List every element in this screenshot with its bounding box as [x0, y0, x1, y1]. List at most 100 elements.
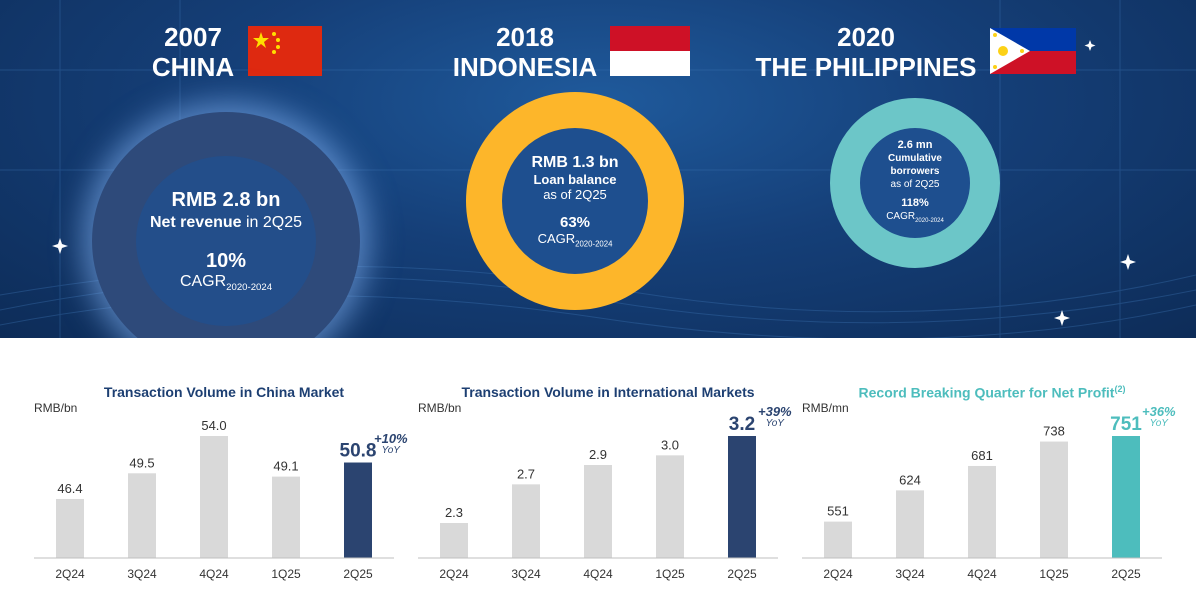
- yoy-change: +36%: [1142, 404, 1176, 419]
- bar-3q24: [128, 473, 156, 558]
- x-tick-label-2q25: 2Q25: [343, 567, 373, 581]
- yoy-annotation: +39% YoY: [758, 404, 792, 430]
- bar-4q24: [584, 465, 612, 558]
- chart-unit: RMB/mn: [802, 401, 849, 415]
- china-net-revenue-label: Net revenue: [149, 213, 242, 231]
- philippines-country: THE PHILIPPINES: [755, 52, 977, 82]
- yoy-label: YoY: [381, 444, 400, 456]
- x-tick-label-2q24: 2Q24: [823, 567, 853, 581]
- data-label-3q24: 2.7: [517, 466, 535, 481]
- hero-banner: 2007 CHINA RMB 2.8 bn Net revenue in 2Q2…: [0, 0, 1196, 338]
- philippines-borrowers-value: 2.6 mn: [897, 138, 933, 151]
- x-tick-label-4q24: 4Q24: [199, 567, 229, 581]
- yoy-change: +10%: [374, 430, 408, 446]
- bar-2q24: [56, 498, 84, 558]
- x-tick-label-1q25: 1Q25: [655, 567, 685, 581]
- yoy-annotation: +36% YoY: [1142, 404, 1176, 430]
- chart-unit: RMB/bn: [418, 401, 462, 415]
- china-year: 2007: [164, 22, 222, 52]
- china-heading: 2007 CHINA: [118, 22, 268, 82]
- x-tick-label-2q25: 2Q25: [1111, 567, 1141, 581]
- yoy-annotation: +10% YoY: [374, 430, 408, 457]
- bar-3q24: [896, 490, 924, 558]
- x-tick-label-3q24: 3Q24: [127, 567, 157, 581]
- chart-title: Record Breaking Quarter for Net Profit(2…: [802, 384, 1182, 401]
- indonesia-cagr-value: 63%: [559, 213, 591, 231]
- china-net-revenue-period: in 2Q25: [241, 213, 303, 231]
- chart-title: Transaction Volume in China Market: [103, 384, 345, 400]
- x-tick-label-1q25: 1Q25: [271, 567, 301, 581]
- data-label-4q24: 681: [971, 448, 993, 463]
- indonesia-ring: RMB 1.3 bn Loan balance as of 2Q25 63% C…: [466, 92, 684, 310]
- indonesia-country: INDONESIA: [452, 52, 598, 82]
- indonesia-loan-period: as of 2Q25: [543, 186, 607, 202]
- x-tick-label-4q24: 4Q24: [583, 567, 613, 581]
- china-net-revenue-value: RMB 2.8 bn: [171, 188, 281, 211]
- bar-4q24: [200, 436, 228, 558]
- data-label-2q25: 3.2: [729, 414, 755, 435]
- sparkle-icon: [1084, 40, 1096, 51]
- chart-title: Transaction Volume in International Mark…: [461, 384, 755, 400]
- bar-plot: 2.3 2Q24 2.7 3Q24 2.9 4Q24 3.0 1Q25 3.2 2Q25: [418, 414, 778, 581]
- yoy-change: +39%: [758, 404, 792, 419]
- indonesia-year: 2018: [496, 22, 554, 52]
- data-label-2q24: 46.4: [57, 481, 82, 496]
- philippines-ring-content: 2.6 mn Cumulative borrowers as of 2Q25 1…: [860, 128, 970, 238]
- footnote-marker: (2): [1114, 384, 1126, 394]
- bar-2q25: [1112, 436, 1140, 558]
- philippines-borrowers-label-2: borrowers: [890, 165, 940, 177]
- data-label-4q24: 54.0: [201, 418, 226, 433]
- data-label-3q24: 49.5: [129, 455, 154, 470]
- bar-2q24: [440, 523, 468, 558]
- china-cagr-period: 2020-2024: [226, 282, 273, 294]
- data-label-2q25: 50.8: [340, 441, 377, 462]
- data-label-4q24: 2.9: [589, 447, 607, 462]
- indonesia-cagr-period: 2020-2024: [575, 239, 613, 249]
- bar-plot: 46.4 2Q24 49.5 3Q24 54.0 4Q24 49.1 1Q25 50.8 2Q25: [34, 418, 394, 581]
- china-country: CHINA: [151, 52, 235, 82]
- sparkle-icon: [52, 238, 68, 254]
- bar-3q24: [512, 484, 540, 558]
- bar-2q25: [344, 462, 372, 558]
- china-ring-content: RMB 2.8 bn Net revenue in 2Q25 10% CAGR2…: [136, 156, 316, 326]
- indonesia-loan-label: Loan balance: [533, 171, 617, 187]
- philippines-cagr-period: 2020-2024: [915, 217, 944, 224]
- net-profit-chart: Record Breaking Quarter for Net Profit(2…: [802, 380, 1182, 592]
- philippines-year: 2020: [837, 22, 895, 52]
- indonesia-loan-value: RMB 1.3 bn: [531, 153, 619, 171]
- china-transaction-volume-chart: Transaction Volume in China Market RMB/b…: [34, 380, 414, 592]
- philippines-borrowers-period: as of 2Q25: [890, 178, 940, 190]
- data-label-3q24: 624: [899, 472, 921, 487]
- data-label-2q24: 2.3: [445, 505, 463, 520]
- indonesia-heading: 2018 INDONESIA: [440, 22, 610, 82]
- philippines-cagr-label: CAGR: [886, 210, 916, 222]
- china-cagr-label: CAGR: [179, 272, 227, 290]
- chart-title-text: Record Breaking Quarter for Net Profit: [858, 384, 1115, 401]
- data-label-1q25: 738: [1043, 424, 1065, 439]
- indonesia-flag-icon: [610, 26, 690, 76]
- indonesia-cagr-label: CAGR: [537, 230, 576, 246]
- philippines-ring: 2.6 mn Cumulative borrowers as of 2Q25 1…: [830, 98, 1000, 268]
- china-flag-icon: [248, 26, 322, 76]
- sparkle-icon: [1120, 254, 1136, 270]
- x-tick-label-3q24: 3Q24: [511, 567, 541, 581]
- data-label-2q24: 551: [827, 504, 849, 519]
- philippines-flag-icon: [990, 28, 1076, 74]
- x-tick-label-2q25: 2Q25: [727, 567, 757, 581]
- chart-unit: RMB/bn: [34, 401, 78, 415]
- bar-2q24: [824, 521, 852, 558]
- indonesia-ring-content: RMB 1.3 bn Loan balance as of 2Q25 63% C…: [502, 128, 648, 274]
- data-label-1q25: 49.1: [273, 459, 298, 474]
- philippines-cagr-value: 118%: [901, 196, 929, 209]
- bar-plot: 551 2Q24 624 3Q24 681 4Q24 738 1Q25 751 2Q25: [802, 414, 1162, 581]
- x-tick-label-2q24: 2Q24: [55, 567, 85, 581]
- sparkle-icon: [1054, 310, 1070, 326]
- x-tick-label-3q24: 3Q24: [895, 567, 925, 581]
- bar-1q25: [272, 476, 300, 558]
- yoy-label: YoY: [765, 418, 784, 429]
- data-label-1q25: 3.0: [661, 437, 679, 452]
- data-label-2q25: 751: [1110, 414, 1142, 435]
- bar-4q24: [968, 465, 996, 558]
- x-tick-label-1q25: 1Q25: [1039, 567, 1069, 581]
- yoy-label: YoY: [1149, 418, 1168, 429]
